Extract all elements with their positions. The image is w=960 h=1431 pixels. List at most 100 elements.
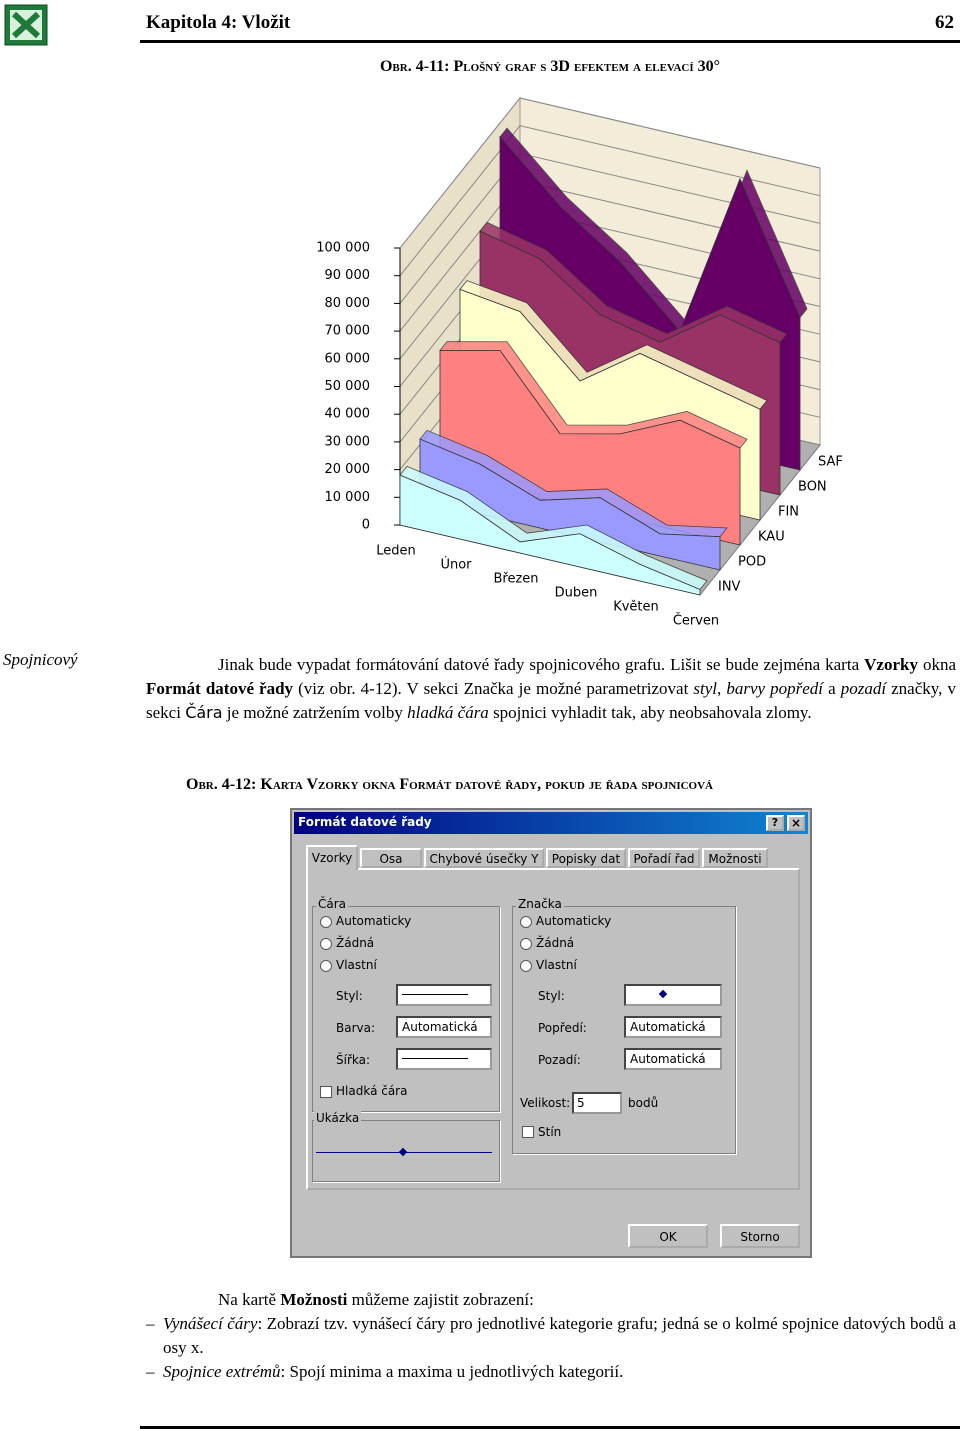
y-tick-label: 10 000 — [325, 490, 371, 505]
group-title: Značka — [516, 897, 564, 911]
tab[interactable]: Chybové úsečky Y — [424, 848, 544, 868]
text: Čára — [185, 703, 223, 722]
text: : Zobrazí tzv. vynášecí čáry pro jednotl… — [163, 1314, 956, 1357]
area — [399, 474, 701, 596]
checkbox[interactable] — [522, 1126, 534, 1138]
chapter-title: Kapitola 4: Vložit — [146, 12, 291, 33]
radio[interactable] — [520, 916, 532, 928]
tab[interactable]: Osa — [360, 848, 422, 868]
list-item: – Spojnice extrémů: Spojí minima a maxima… — [146, 1360, 956, 1384]
page-number: 62 — [935, 12, 954, 33]
y-tick-label: 40 000 — [325, 407, 371, 422]
options-intro: Na kartě Možnosti můžeme zajistit zobraz… — [218, 1288, 534, 1312]
radio[interactable] — [320, 916, 332, 928]
combo-box[interactable]: Automatická — [624, 1048, 722, 1070]
radio[interactable] — [320, 960, 332, 972]
field-label: Styl: — [336, 989, 363, 1003]
group-title: Ukázka — [314, 1111, 362, 1125]
text: barvy popředí — [726, 679, 824, 698]
text: hladká čára — [407, 703, 489, 722]
option-label: Žádná — [336, 936, 375, 950]
field-label: bodů — [628, 1096, 659, 1110]
text: okna — [917, 655, 956, 674]
combo-value: Automatická — [630, 1020, 706, 1034]
text: Formát datové řady — [146, 679, 294, 698]
field-label: Styl: — [538, 989, 565, 1003]
option-label: Stín — [538, 1125, 562, 1139]
options-list: – Vynášecí čáry: Zobrazí tzv. vynášecí čá… — [146, 1312, 956, 1384]
combo-box[interactable]: Automatická — [624, 1016, 722, 1038]
spin-value: 5 — [577, 1096, 585, 1110]
ok-button[interactable]: OK — [628, 1224, 708, 1248]
combo-box[interactable] — [624, 984, 722, 1006]
series-label: POD — [738, 555, 766, 570]
bullet: – — [146, 1362, 155, 1381]
series-label: SAF — [818, 455, 843, 470]
y-tick-label: 50 000 — [325, 379, 371, 394]
tab[interactable]: Pořadí řad — [628, 848, 700, 868]
option-label: Automaticky — [336, 914, 412, 928]
paragraph: Jinak bude vypadat formátování datové řa… — [146, 653, 956, 725]
radio[interactable] — [520, 938, 532, 950]
bullet: – — [146, 1314, 155, 1333]
series-label: FIN — [778, 505, 799, 520]
excel-icon — [4, 4, 48, 46]
x-tick-label: Květen — [613, 600, 659, 615]
field-label: Barva: — [336, 1021, 376, 1035]
text: styl — [693, 679, 718, 698]
text: je možné zatržením volby — [222, 703, 408, 722]
x-tick-label: Březen — [493, 572, 538, 587]
x-tick-label: Únor — [440, 557, 472, 573]
radio[interactable] — [320, 938, 332, 950]
figure-caption: Obr. 4-11: Plošný graf s 3D efektem a el… — [379, 58, 721, 75]
group-box — [312, 906, 500, 1112]
term: Spojnice extrémů — [163, 1362, 281, 1381]
field-label: Popředí: — [538, 1021, 587, 1035]
footer-rule — [140, 1426, 960, 1429]
tab[interactable]: Vzorky — [306, 845, 358, 870]
y-tick-label: 60 000 — [325, 351, 371, 366]
help-button[interactable]: ? — [766, 815, 784, 831]
tab-panel — [306, 868, 800, 1190]
term: Vynášecí čáry — [163, 1314, 258, 1333]
tab[interactable]: Možnosti — [702, 848, 768, 868]
text: pozadí — [840, 679, 887, 698]
field-label: Velikost: — [520, 1096, 571, 1110]
y-tick-label: 90 000 — [325, 268, 371, 283]
series-label: KAU — [758, 530, 785, 545]
option-label: Automaticky — [536, 914, 612, 928]
combo-box[interactable] — [396, 1048, 492, 1070]
radio[interactable] — [520, 960, 532, 972]
option-label: Hladká čára — [336, 1084, 408, 1098]
list-item: – Vynášecí čáry: Zobrazí tzv. vynášecí čá… — [146, 1312, 956, 1360]
field-label: Šířka: — [336, 1053, 371, 1067]
text: : Spojí minima a maxima u jednotlivých k… — [280, 1362, 624, 1381]
title-bar: Formát datové řady ? × — [294, 812, 808, 834]
checkbox[interactable] — [320, 1086, 332, 1098]
y-tick-label: 100 000 — [316, 241, 370, 256]
combo-box[interactable]: Automatická — [396, 1016, 492, 1038]
option-label: Vlastní — [336, 958, 377, 972]
tab[interactable]: Popisky dat — [546, 848, 626, 868]
side-note: Spojnicový — [3, 650, 78, 669]
dialog: Formát datové řady ? × Vzorky Osa Chybov… — [290, 808, 812, 1258]
combo-box[interactable] — [396, 984, 492, 1006]
option-label: Vlastní — [536, 958, 577, 972]
close-button[interactable]: × — [787, 815, 805, 831]
text: Na kartě — [218, 1290, 281, 1309]
spin-box[interactable]: 5 — [572, 1092, 622, 1114]
series-label: BON — [798, 480, 827, 495]
y-tick-label: 70 000 — [325, 324, 371, 339]
cancel-button[interactable]: Storno — [720, 1224, 800, 1248]
series-label: INV — [718, 580, 741, 595]
y-tick-label: 20 000 — [325, 462, 371, 477]
x-tick-label: Leden — [376, 544, 416, 559]
y-tick-label: 0 — [362, 518, 370, 533]
combo-value: Automatická — [630, 1052, 706, 1066]
header-rule — [140, 40, 960, 43]
field-label: Pozadí: — [538, 1053, 581, 1067]
text: značky, v sekci — [146, 679, 956, 722]
text: Jinak bude vypadat formátování datové řa… — [218, 655, 865, 674]
grid-line — [399, 97, 821, 249]
